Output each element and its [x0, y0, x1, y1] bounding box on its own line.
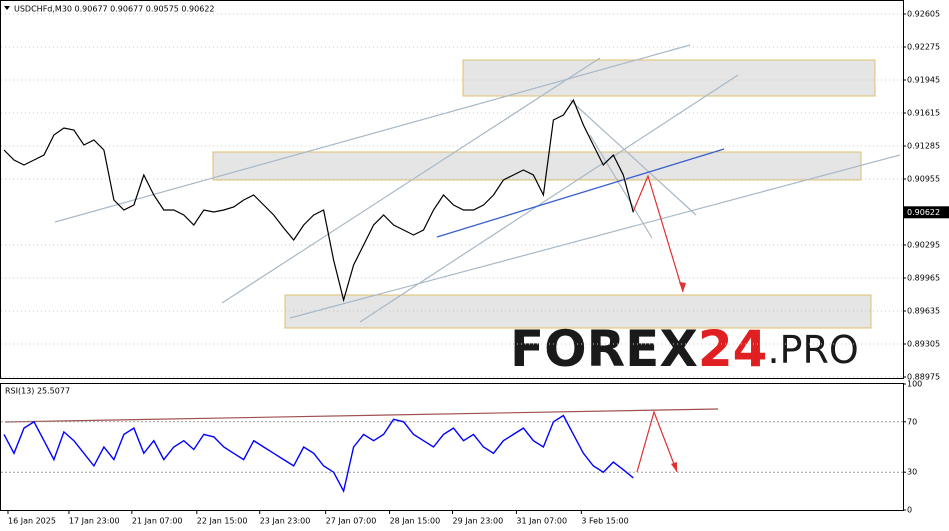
x-tick-label: 16 Jan 2025 — [8, 517, 56, 526]
forecast-arrow — [632, 174, 684, 293]
y-tick-label: 0.92605 — [907, 10, 940, 19]
watermark-part: 24 — [698, 320, 768, 378]
y-tick-label: 0.91615 — [907, 109, 940, 118]
y-tick-label: 0.90955 — [907, 175, 940, 184]
x-tick-label: 31 Jan 07:00 — [516, 517, 567, 526]
channel-line — [359, 74, 739, 323]
channel-line — [221, 57, 601, 304]
y-tick-label: 70 — [907, 417, 917, 426]
menu-icon — [4, 6, 10, 10]
price-title: USDCHFd,M30 0.90677 0.90677 0.90575 0.90… — [14, 5, 215, 14]
y-tick-label: 0.90295 — [907, 241, 940, 250]
y-tick-label: 0 — [907, 506, 912, 515]
y-tick-label: 30 — [907, 468, 917, 477]
x-tick-label: 23 Jan 23:00 — [260, 517, 311, 526]
x-tick-label: 29 Jan 23:00 — [453, 517, 504, 526]
price-panel — [0, 0, 904, 379]
x-tick-label: 22 Jan 15:00 — [197, 517, 248, 526]
y-tick-label: 100 — [907, 380, 922, 389]
price-line — [3, 414, 634, 494]
y-tick-label: 0.88975 — [907, 373, 940, 382]
y-tick-label: 0.89965 — [907, 274, 940, 283]
arrow-head — [671, 462, 677, 472]
channel-lines — [54, 44, 901, 323]
x-tick-label: 27 Jan 07:00 — [326, 517, 377, 526]
price-marker-box — [904, 206, 949, 219]
watermark-part: .PRO — [767, 328, 858, 372]
rsi-panel — [0, 383, 904, 511]
rsi-forecast-arrow — [636, 410, 678, 473]
y-tick-label: 0.91945 — [907, 76, 940, 85]
channel-line — [589, 134, 653, 239]
rsi-trend-line — [4, 408, 719, 423]
watermark-part: FOREX — [510, 320, 698, 378]
x-tick-label: 21 Jan 07:00 — [132, 517, 183, 526]
x-tick-label: 17 Jan 23:00 — [69, 517, 120, 526]
y-tick-label: 0.92275 — [907, 43, 940, 52]
rsi-title: RSI(13) 25.5077 — [5, 387, 70, 396]
arrow-head — [679, 282, 686, 292]
y-tick-label: 0.89635 — [907, 307, 940, 316]
resistance-zone — [462, 59, 876, 97]
x-tick-label: 3 Feb 15:00 — [581, 517, 628, 526]
channel-line — [289, 154, 901, 319]
trend-line — [436, 148, 725, 238]
channel-line — [569, 99, 697, 216]
y-tick-label: 0.91285 — [907, 142, 940, 151]
price-marker-label: 0.90622 — [907, 208, 940, 217]
channel-line — [54, 44, 691, 223]
pivot-zone — [212, 151, 862, 181]
y-tick-label: 0.89305 — [907, 340, 940, 349]
x-tick-label: 28 Jan 15:00 — [390, 517, 441, 526]
watermark: FOREX24.PRO — [510, 320, 859, 378]
price-line — [3, 98, 634, 303]
